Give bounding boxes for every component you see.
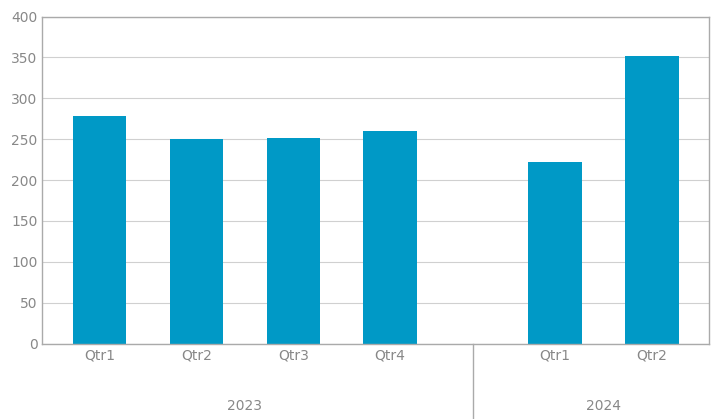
- Bar: [73, 116, 126, 344]
- Bar: [528, 162, 582, 344]
- Text: 2023: 2023: [228, 399, 262, 413]
- Bar: [364, 131, 417, 344]
- Bar: [170, 139, 223, 344]
- Text: 2024: 2024: [586, 399, 621, 413]
- Bar: [266, 137, 320, 344]
- Bar: [625, 56, 678, 344]
